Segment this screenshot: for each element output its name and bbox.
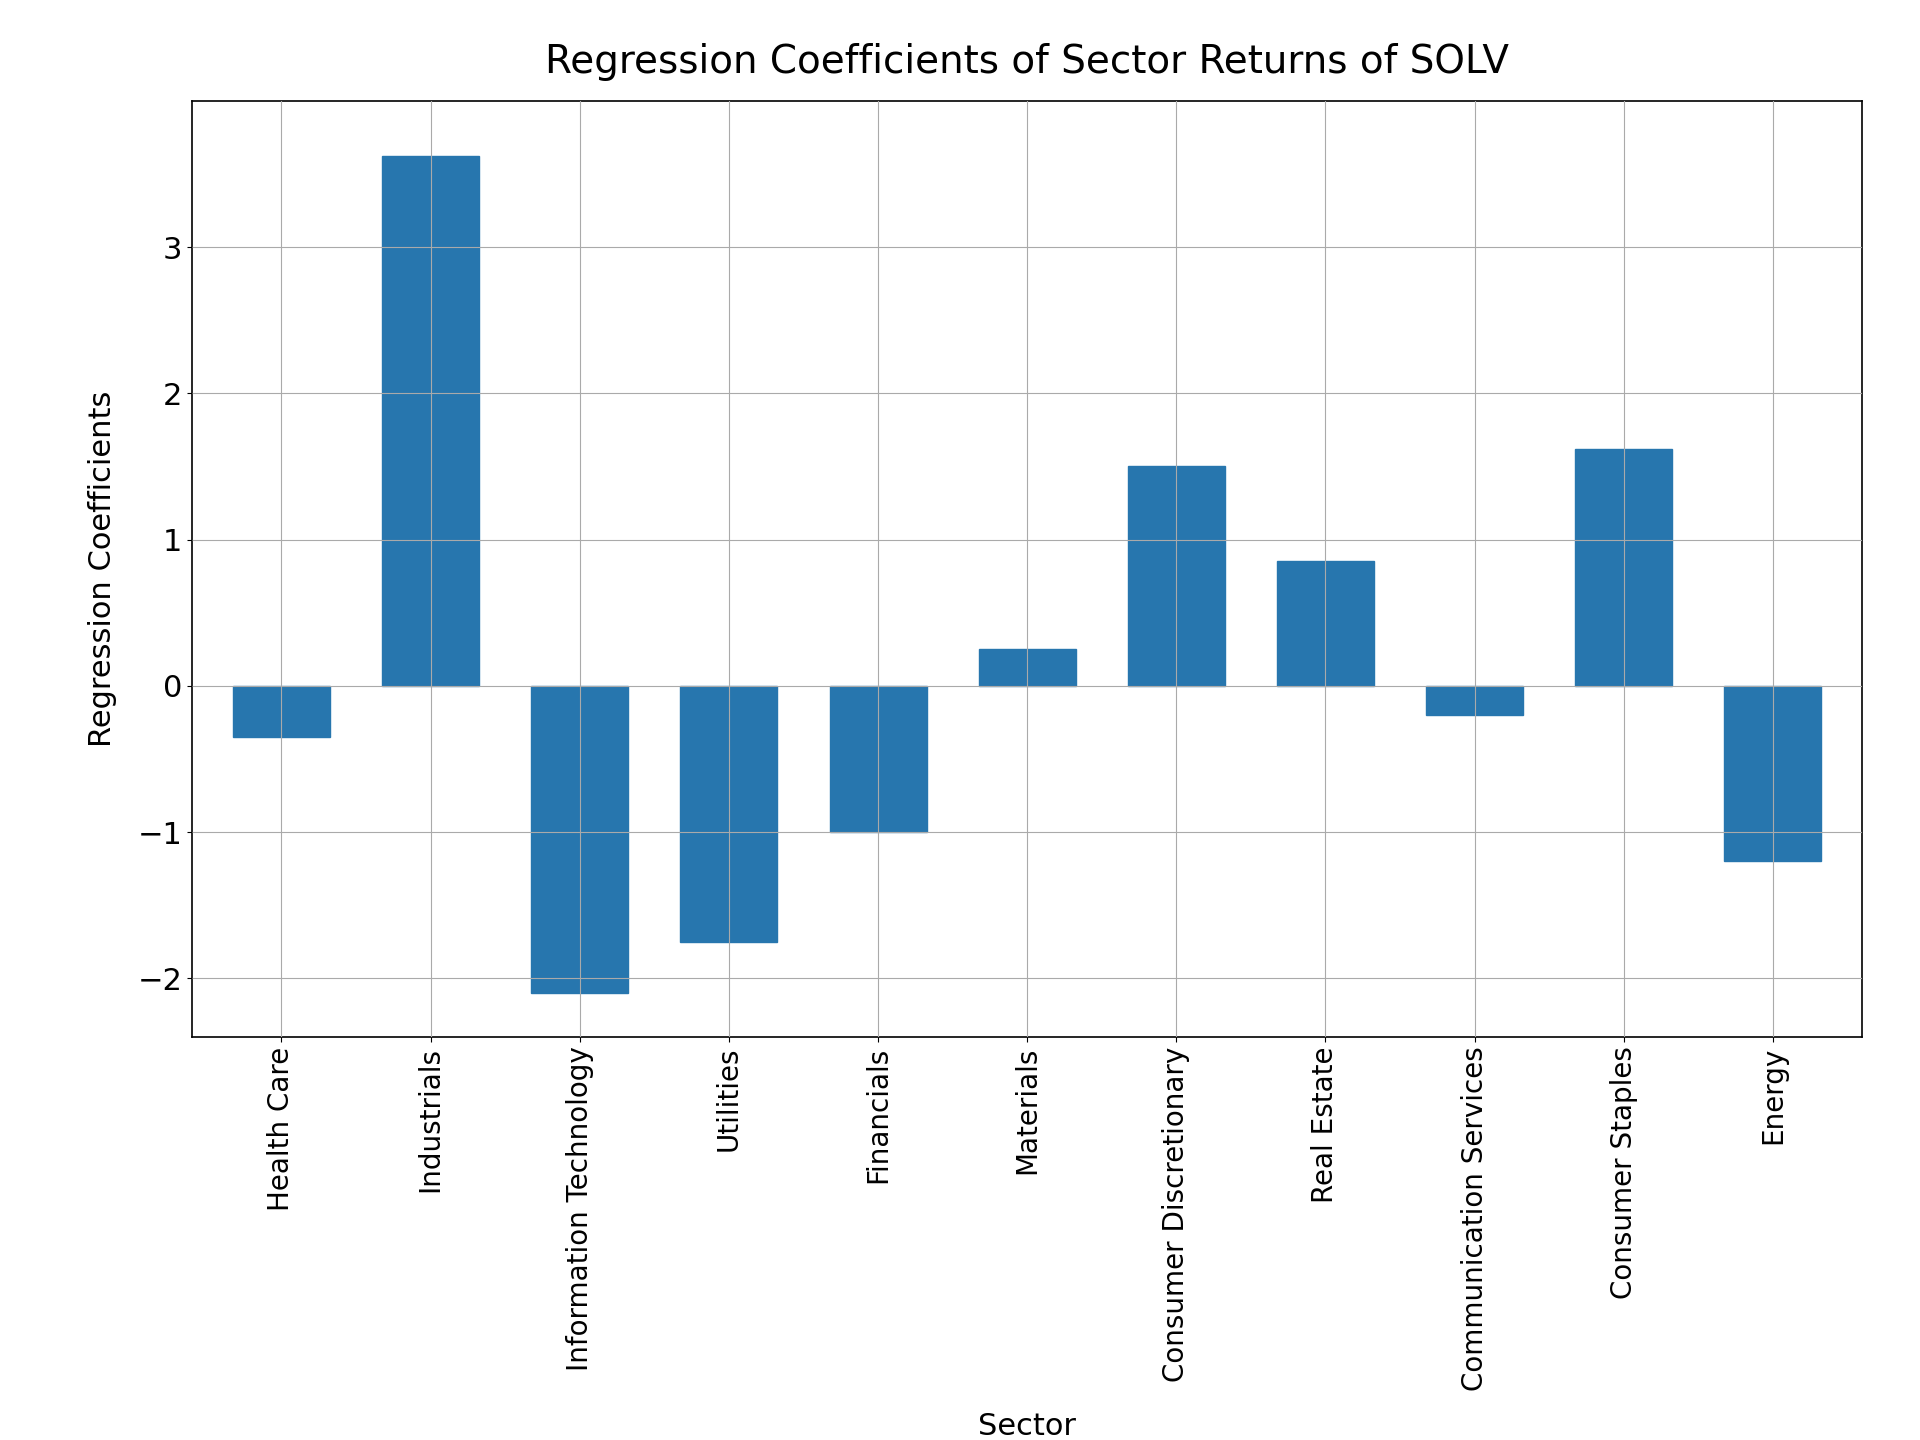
Bar	[1724, 685, 1822, 861]
Title: Regression Coefficients of Sector Returns of SOLV: Regression Coefficients of Sector Return…	[545, 43, 1509, 81]
Bar	[1427, 685, 1523, 716]
Bar	[1277, 562, 1375, 685]
Bar	[680, 685, 778, 942]
Bar	[1127, 467, 1225, 685]
Bar	[532, 685, 628, 994]
Bar	[232, 685, 330, 737]
Bar	[829, 685, 927, 832]
X-axis label: Sector: Sector	[977, 1413, 1077, 1440]
Y-axis label: Regression Coefficients: Regression Coefficients	[88, 390, 117, 747]
Bar	[1574, 449, 1672, 685]
Bar	[979, 649, 1075, 685]
Bar	[382, 157, 480, 685]
